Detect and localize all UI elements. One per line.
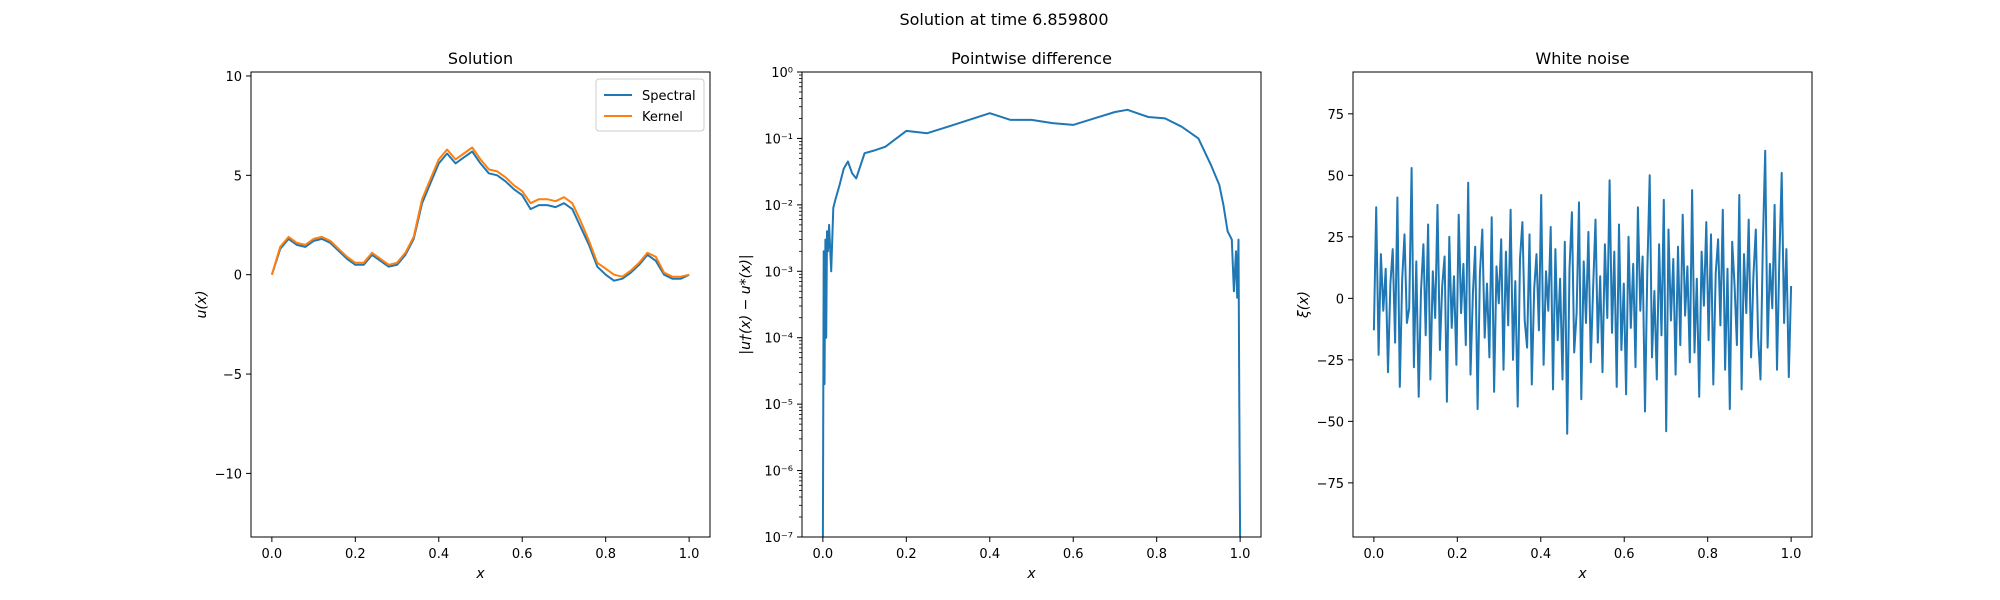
x-axis-label: x: [1577, 566, 1587, 582]
panel-3: White noise 0.0 0.2 0.4 0.6 0.8 1.0 75 50 25 0 −25 −…: [1296, 49, 1813, 582]
figure-suptitle: Solution at time 6.859800: [899, 10, 1108, 29]
legend-entry-label: Kernel: [642, 110, 683, 125]
y-tick-label: 25: [1327, 231, 1344, 246]
x-tick-label: 0.2: [345, 547, 366, 562]
series-line-kernel: [270, 146, 690, 278]
y-tick-label: 50: [1327, 169, 1344, 184]
y-tick-label: −75: [1317, 477, 1344, 492]
x-axis-label: x: [1026, 566, 1036, 582]
y-tick-label: 10⁻⁷: [764, 531, 793, 546]
y-tick-label: 10⁰: [771, 66, 793, 81]
y-tick-label: 10⁻⁵: [764, 398, 793, 413]
y-axis-label: u(x): [194, 290, 210, 318]
y-axis-label: ξ(x): [1296, 291, 1312, 319]
x-tick-label: 0.2: [1447, 547, 1468, 562]
series-line-data: [1372, 149, 1793, 435]
x-tick-label: 0.6: [1614, 547, 1635, 562]
x-tick-label: 0.4: [428, 547, 449, 562]
x-tick-label: 0.8: [595, 547, 616, 562]
y-tick-label: −10: [215, 467, 242, 482]
x-tick-label: 0.0: [813, 547, 834, 562]
y-tick-label: −5: [223, 368, 242, 383]
x-tick-label: 0.0: [1364, 547, 1385, 562]
y-tick-label: 0: [1336, 292, 1344, 307]
x-tick-label: 0.6: [1063, 547, 1084, 562]
legend: Spectral Kernel: [595, 78, 705, 132]
y-tick-label: 10⁻⁶: [764, 465, 793, 480]
y-tick-label: 0: [234, 269, 242, 284]
y-tick-label: −25: [1317, 354, 1344, 369]
y-axis-label: |u†(x) − u*(x)|: [738, 254, 754, 354]
series-line-spectral: [270, 150, 690, 282]
panel-title: Pointwise difference: [951, 49, 1112, 68]
y-tick-label: 5: [234, 169, 242, 184]
axes-frame: [1352, 71, 1813, 538]
y-tick-label: −50: [1317, 415, 1344, 430]
x-tick-label: 0.6: [512, 547, 533, 562]
panel-1: Solution 0.0 0.2 0.4 0.6 0.8 1.0 10 5 0 −5 −10 x u(x)…: [194, 49, 711, 582]
x-tick-label: 0.4: [979, 547, 1000, 562]
x-tick-label: 1.0: [1230, 547, 1251, 562]
x-tick-label: 0.8: [1697, 547, 1718, 562]
panel-title: White noise: [1535, 49, 1629, 68]
x-tick-label: 0.4: [1530, 547, 1551, 562]
y-tick-label: 10⁻³: [764, 265, 793, 280]
x-tick-label: 0.2: [896, 547, 917, 562]
panel-title: Solution: [448, 49, 513, 68]
legend-box: [595, 78, 705, 132]
y-tick-label: 10⁻⁴: [764, 332, 793, 347]
x-tick-label: 0.8: [1146, 547, 1167, 562]
x-tick-label: 1.0: [1781, 547, 1802, 562]
x-axis-label: x: [475, 566, 485, 582]
x-tick-label: 0.0: [262, 547, 283, 562]
series-line-data: [821, 108, 1242, 537]
axes-frame: [801, 71, 1262, 538]
y-tick-label: 75: [1327, 108, 1344, 123]
axes-frame: [250, 71, 711, 538]
x-tick-label: 1.0: [679, 547, 700, 562]
panel-2: Pointwise difference 0.0 0.2 0.4 0.6 0.8 1.0 10…: [738, 49, 1262, 582]
y-tick-label: 10⁻¹: [764, 132, 793, 147]
y-tick-label: 10⁻²: [764, 199, 793, 214]
legend-entry-label: Spectral: [642, 89, 696, 104]
y-tick-label: 10: [225, 70, 242, 85]
